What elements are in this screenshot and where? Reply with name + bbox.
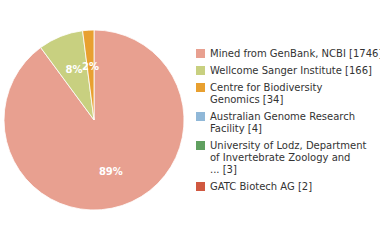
legend-label: Centre for BiodiversityGenomics [34] (210, 82, 323, 105)
slice (41, 31, 94, 120)
slice (83, 30, 94, 120)
legend-swatch (196, 182, 205, 191)
pie (4, 30, 184, 210)
slice-labels: 89% 8%2% (65, 61, 122, 177)
legend-label: GATC Biotech AG [2] (210, 181, 312, 192)
legend-swatch (196, 112, 205, 121)
data-label: 89% (99, 166, 123, 177)
legend-label: Wellcome Sanger Institute [166] (210, 65, 372, 76)
slice (4, 30, 184, 210)
legend-swatch (196, 49, 205, 58)
data-label: 2% (82, 61, 99, 72)
chart: 89% 8%2% Mined from GenBank, NCBI [1746] We… (0, 0, 380, 240)
legend-swatch (196, 141, 205, 150)
legend-swatch (196, 66, 205, 75)
legend-label: Mined from GenBank, NCBI [1746] (210, 48, 380, 59)
legend-label: Australian Genome ResearchFacility [4] (210, 111, 355, 134)
legend: Mined from GenBank, NCBI [1746] Wellcome … (196, 48, 380, 192)
data-label: 8% (65, 64, 82, 75)
legend-swatch (196, 83, 205, 92)
legend-label: University of Lodz, Departmentof Inverte… (210, 140, 367, 175)
